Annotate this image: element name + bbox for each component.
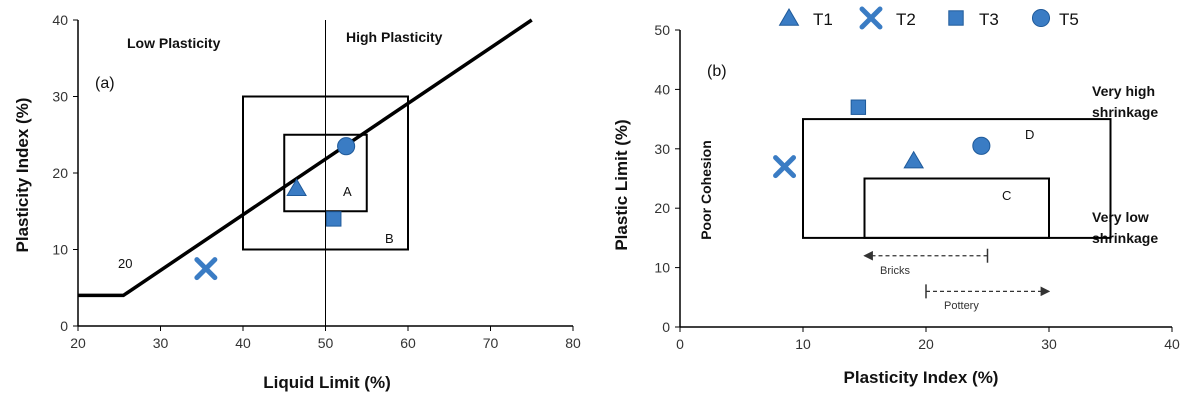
a-line-label: 20 xyxy=(118,256,132,271)
low-plasticity-label: Low Plasticity xyxy=(127,35,221,51)
chart-panel-a: (a) Low Plasticity High Plasticity Liqui… xyxy=(13,12,581,392)
x-axis-title-a: Liquid Limit (%) xyxy=(263,373,390,392)
x-tick-label-a-0: 20 xyxy=(70,335,86,351)
box-label-a: A xyxy=(343,184,352,199)
point-a-t3 xyxy=(326,211,342,227)
y-tick-label-a-3: 30 xyxy=(52,89,68,105)
y-tick-label-b-2: 20 xyxy=(654,200,670,216)
x-tick-label-a-6: 80 xyxy=(565,335,581,351)
point-a-t2-stroke-2 xyxy=(194,257,218,281)
legend: T1 T2 T3 T5 xyxy=(778,6,1079,30)
point-a-t5 xyxy=(337,137,356,156)
y-tick-label-a-1: 10 xyxy=(52,242,68,258)
x-tick-label-a-3: 50 xyxy=(318,335,334,351)
box-label-b: B xyxy=(385,231,394,246)
legend-label-t3: T3 xyxy=(979,10,999,29)
legend-label-t2: T2 xyxy=(896,10,916,29)
pottery-label: Pottery xyxy=(944,300,979,312)
point-a-t1 xyxy=(286,178,307,196)
very-high-shrinkage-line2: shrinkage xyxy=(1092,104,1158,120)
square-marker-icon xyxy=(948,10,964,26)
triangle-marker-icon xyxy=(778,8,800,26)
point-b-t1 xyxy=(903,150,925,169)
very-high-shrinkage-line1: Very high xyxy=(1092,83,1155,99)
very-low-shrinkage-line2: shrinkage xyxy=(1092,230,1158,246)
cross-marker-icon xyxy=(859,6,883,30)
y-tick-label-a-2: 20 xyxy=(52,165,68,181)
box-label-d: D xyxy=(1025,127,1034,142)
chart-panel-b: (b) Plasticity Index (%) Plastic Limit (… xyxy=(612,22,1180,387)
very-low-shrinkage-line1: Very low xyxy=(1092,209,1149,225)
x-tick-label-b-2: 20 xyxy=(918,336,934,352)
high-plasticity-label: High Plasticity xyxy=(346,29,443,45)
y-tick-label-b-0: 0 xyxy=(662,319,670,335)
poor-cohesion-label: Poor Cohesion xyxy=(698,140,714,240)
y-axis-title-a: Plasticity Index (%) xyxy=(13,98,32,253)
x-tick-label-b-0: 0 xyxy=(676,336,684,352)
circle-marker-icon xyxy=(1031,8,1051,28)
legend-label-t5: T5 xyxy=(1059,10,1079,29)
y-tick-label-a-4: 40 xyxy=(52,12,68,28)
y-tick-label-b-4: 40 xyxy=(654,81,670,97)
box-label-c: C xyxy=(1002,188,1011,203)
bricks-label: Bricks xyxy=(880,265,910,277)
panel-label-a: (a) xyxy=(95,75,115,92)
x-tick-label-b-4: 40 xyxy=(1164,336,1180,352)
box-c xyxy=(863,177,1050,239)
y-tick-label-b-5: 50 xyxy=(654,22,670,38)
legend-label-t1: T1 xyxy=(813,10,833,29)
point-b-t2 xyxy=(773,155,797,179)
a-line xyxy=(78,18,533,298)
y-tick-label-b-3: 30 xyxy=(654,141,670,157)
point-a-t2 xyxy=(194,257,218,281)
x-tick-label-b-1: 10 xyxy=(795,336,811,352)
point-b-t5 xyxy=(972,136,991,155)
cross-marker-icon-stroke-2 xyxy=(859,6,883,30)
x-tick-label-a-1: 30 xyxy=(153,335,169,351)
x-axis-title-b: Plasticity Index (%) xyxy=(844,368,999,387)
point-b-t2-stroke-2 xyxy=(773,155,797,179)
y-axis-title-b: Plastic Limit (%) xyxy=(612,119,631,250)
panel-label-b: (b) xyxy=(707,63,727,80)
y-tick-label-a-0: 0 xyxy=(60,318,68,334)
y-tick-label-b-1: 10 xyxy=(654,260,670,276)
x-tick-label-a-4: 60 xyxy=(400,335,416,351)
point-b-t3 xyxy=(850,99,867,115)
x-tick-label-b-3: 30 xyxy=(1041,336,1057,352)
x-tick-label-a-2: 40 xyxy=(235,335,251,351)
x-tick-label-a-5: 70 xyxy=(483,335,499,351)
